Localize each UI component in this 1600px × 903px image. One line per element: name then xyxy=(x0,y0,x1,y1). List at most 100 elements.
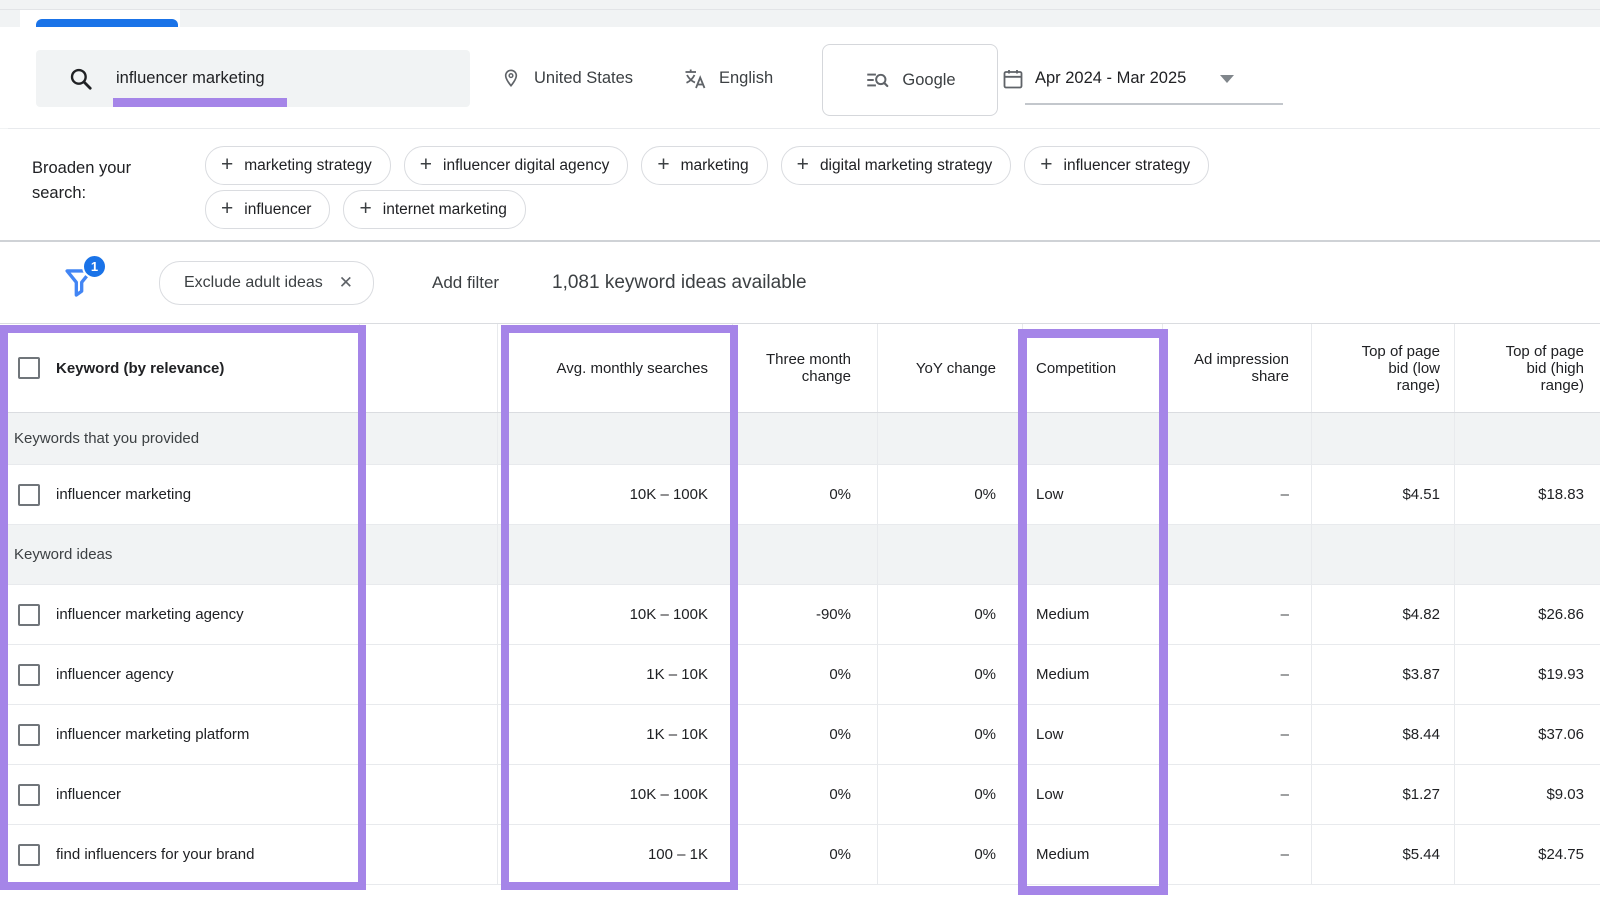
toolbar-divider xyxy=(8,128,1600,129)
search-input[interactable]: influencer marketing xyxy=(36,50,470,107)
close-icon[interactable]: ✕ xyxy=(338,273,354,292)
trend-cell xyxy=(360,765,498,824)
avg-searches-cell: 100 – 1K xyxy=(498,825,733,884)
select-all-checkbox[interactable] xyxy=(18,357,40,379)
keyword-cell: influencer marketing xyxy=(56,465,360,524)
add-filter-button[interactable]: Add filter xyxy=(432,272,500,292)
ad-share-cell: – xyxy=(1163,645,1312,704)
plus-icon: + xyxy=(657,153,670,176)
broaden-chip[interactable]: + marketing strategy xyxy=(205,146,391,185)
avg-searches-cell: 10K – 100K xyxy=(498,465,733,524)
chip-label: marketing strategy xyxy=(244,156,372,174)
keyword-table: Keyword (by relevance) Avg. monthly sear… xyxy=(0,323,1600,885)
row-checkbox[interactable] xyxy=(18,723,40,746)
header-yoy-change[interactable]: YoY change xyxy=(878,324,1023,412)
ad-share-cell: – xyxy=(1163,705,1312,764)
competition-cell: Low xyxy=(1023,705,1163,764)
broaden-chip[interactable]: + influencer xyxy=(205,190,331,229)
active-tab-indicator xyxy=(36,19,178,28)
broaden-chip[interactable]: + influencer strategy xyxy=(1024,146,1210,185)
section-divider xyxy=(0,240,1600,242)
row-checkbox[interactable] xyxy=(18,843,40,866)
translate-icon xyxy=(683,67,707,91)
bid-low-cell: $1.27 xyxy=(1312,765,1455,824)
section-label: Keywords that you provided xyxy=(0,413,360,464)
header-keyword[interactable]: Keyword (by relevance) xyxy=(56,324,360,412)
bid-high-cell: $18.83 xyxy=(1538,486,1584,503)
top-strip xyxy=(0,0,1600,27)
section-row-ideas: Keyword ideas xyxy=(0,525,1600,585)
chip-label: internet marketing xyxy=(382,200,507,218)
broaden-chip[interactable]: + marketing xyxy=(641,146,768,185)
active-filter-chip[interactable]: Exclude adult ideas ✕ xyxy=(159,261,375,305)
broaden-chips-row-1: + marketing strategy + influencer digital … xyxy=(205,146,1210,185)
search-value: influencer marketing xyxy=(116,69,265,87)
row-checkbox[interactable] xyxy=(18,483,40,506)
three-month-cell: 0% xyxy=(733,465,878,524)
yoy-cell: 0% xyxy=(878,645,1023,704)
header-three-month-change[interactable]: Three month change xyxy=(733,324,878,412)
bid-low-cell: $4.51 xyxy=(1312,465,1455,524)
plus-icon: + xyxy=(419,153,433,176)
chip-label: influencer xyxy=(244,200,312,218)
competition-cell: Medium xyxy=(1023,645,1163,704)
top-hairline xyxy=(0,9,1600,10)
broaden-section: Broaden your search: + marketing strategy… xyxy=(0,129,1600,240)
chip-label: influencer strategy xyxy=(1063,156,1191,174)
row-checkbox[interactable] xyxy=(18,783,40,806)
toolbar: influencer marketing United States Engli… xyxy=(0,27,1600,128)
plus-icon: + xyxy=(359,197,372,220)
yoy-cell: 0% xyxy=(878,585,1023,644)
search-network-icon xyxy=(864,67,890,93)
broaden-chip[interactable]: + influencer digital agency xyxy=(403,146,629,185)
avg-searches-cell: 1K – 10K xyxy=(498,705,733,764)
location-selector[interactable]: United States xyxy=(500,50,633,107)
header-ad-impression-share[interactable]: Ad impression share xyxy=(1163,324,1312,412)
header-checkbox-cell xyxy=(0,324,56,412)
table-row: influencer agency 1K – 10K 0% 0% Medium … xyxy=(0,645,1600,705)
table-row: influencer marketing 10K – 100K 0% 0% Lo… xyxy=(0,465,1600,525)
bid-high-cell: $37.06 xyxy=(1538,726,1584,743)
header-top-bid-low[interactable]: Top of page bid (low range) xyxy=(1312,324,1455,412)
broaden-chip[interactable]: + digital marketing strategy xyxy=(780,146,1012,185)
yoy-cell: 0% xyxy=(878,765,1023,824)
table-row: influencer marketing platform 1K – 10K 0… xyxy=(0,705,1600,765)
trend-cell xyxy=(360,645,498,704)
keyword-cell: influencer marketing agency xyxy=(56,585,360,644)
three-month-cell: 0% xyxy=(733,645,878,704)
trend-cell xyxy=(360,585,498,644)
ad-share-cell: – xyxy=(1163,825,1312,884)
three-month-cell: 0% xyxy=(733,825,878,884)
avg-searches-cell: 10K – 100K xyxy=(498,765,733,824)
network-selector-button[interactable]: Google xyxy=(822,44,998,116)
header-competition[interactable]: Competition xyxy=(1023,324,1163,412)
table-row: influencer marketing agency 10K – 100K -… xyxy=(0,585,1600,645)
bid-low-cell: $3.87 xyxy=(1312,645,1455,704)
row-checkbox[interactable] xyxy=(18,663,40,686)
language-selector[interactable]: English xyxy=(683,50,773,107)
calendar-icon xyxy=(1001,67,1025,91)
plus-icon: + xyxy=(221,197,234,220)
filter-count-badge: 1 xyxy=(82,254,107,279)
ad-share-cell: – xyxy=(1163,765,1312,824)
three-month-cell: 0% xyxy=(733,765,878,824)
header-avg-monthly-searches[interactable]: Avg. monthly searches xyxy=(498,324,733,412)
avg-searches-cell: 10K – 100K xyxy=(498,585,733,644)
header-trend xyxy=(360,324,498,412)
date-range-underline xyxy=(1025,103,1283,105)
header-top-bid-high[interactable]: Top of page bid (high range) xyxy=(1505,342,1584,394)
active-filter-label: Exclude adult ideas xyxy=(184,274,323,291)
ad-share-cell: – xyxy=(1163,465,1312,524)
filter-bar: 1 Exclude adult ideas ✕ Add filter 1,081… xyxy=(0,242,1600,323)
row-checkbox[interactable] xyxy=(18,603,40,626)
chip-label: digital marketing strategy xyxy=(819,156,993,174)
table-row: find influencers for your brand 100 – 1K… xyxy=(0,825,1600,885)
trend-cell xyxy=(360,705,498,764)
broaden-chip[interactable]: + internet marketing xyxy=(343,190,526,229)
competition-cell: Medium xyxy=(1023,585,1163,644)
table-header-row: Keyword (by relevance) Avg. monthly sear… xyxy=(0,323,1600,413)
date-range-selector[interactable]: Apr 2024 - Mar 2025 xyxy=(1001,50,1235,107)
bid-low-cell: $4.82 xyxy=(1312,585,1455,644)
bid-low-cell: $5.44 xyxy=(1312,825,1455,884)
yoy-cell: 0% xyxy=(878,465,1023,524)
